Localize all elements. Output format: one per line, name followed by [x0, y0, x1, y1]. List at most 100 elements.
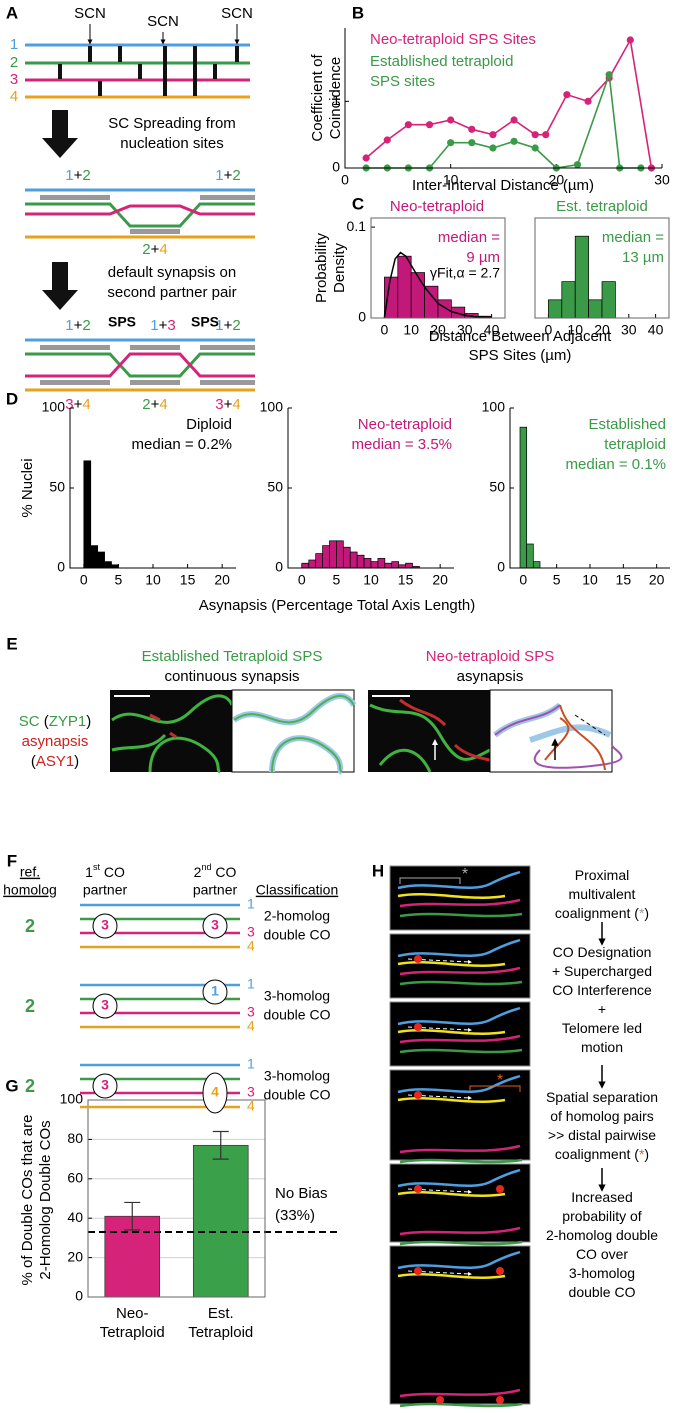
step-text: 2-homolog double [546, 1227, 658, 1243]
label-part: + Supercharged [552, 963, 652, 979]
label-part: ZYP1 [49, 713, 87, 730]
label-part: + [151, 396, 160, 413]
axes-box [87, 1099, 266, 1298]
chromosome [397, 893, 506, 899]
annotation: Neo-tetraploid [358, 416, 452, 433]
co-circle [202, 913, 228, 939]
reference-label: No Bias [275, 1185, 328, 1202]
panel-label: G [5, 1076, 18, 1095]
label-part: + [159, 317, 168, 334]
step-text: CO over [576, 1246, 628, 1262]
step-text: + [598, 1001, 606, 1017]
homolog-label: 4 [247, 1018, 255, 1034]
co-site [414, 1023, 422, 1031]
chromosome [397, 1273, 506, 1279]
label-part: >> distal pairwise [548, 1127, 656, 1143]
bracket [399, 877, 461, 884]
step-text: >> distal pairwise [548, 1127, 656, 1143]
classification: 2-homolog [264, 908, 330, 924]
chart-title: Neo-tetraploid [390, 198, 484, 215]
x-tick-label: 15 [398, 572, 414, 588]
label-part: 1 [215, 167, 223, 184]
bar [329, 540, 337, 569]
label-part: 3-homolog [569, 1265, 635, 1281]
homolog-label: 4 [10, 88, 18, 105]
y-tick-label: 50 [267, 479, 283, 495]
label-part: 2-homolog double [546, 1227, 658, 1243]
panel-label: C [352, 194, 364, 213]
x-axis-label: Asynapsis (Percentage Total Axis Length) [199, 597, 476, 614]
legend-entry: SC (ZYP1) [19, 713, 92, 730]
y-tick-label: 1 [332, 92, 340, 108]
y-tick-label: 100 [260, 399, 284, 415]
co-site [414, 955, 422, 963]
scn-label: SCN [221, 5, 253, 22]
label-part: SC [19, 713, 40, 730]
y-tick-label: 80 [67, 1130, 83, 1146]
x-tick-label: 0 [519, 572, 527, 588]
bar [315, 553, 323, 569]
label-part: coalignment ( [555, 905, 639, 921]
co-site [414, 1185, 422, 1193]
panel-label: D [6, 389, 18, 408]
label-part: ASY1 [36, 753, 74, 770]
label-part: + [74, 396, 83, 413]
bar [349, 551, 358, 569]
x-tick-label: 10 [363, 572, 379, 588]
pair-label: 3+4 [65, 396, 90, 413]
bar [588, 299, 603, 319]
bar [370, 561, 379, 569]
y-axis-label: Probability [313, 232, 330, 303]
point [489, 144, 497, 152]
image-panel [389, 1245, 531, 1405]
point [468, 139, 476, 147]
x-tick-label: 20 [594, 322, 610, 338]
bar [301, 562, 310, 569]
label-part: CO over [576, 1246, 628, 1262]
bar [336, 540, 344, 569]
step-text: coalignment (*) [555, 1146, 649, 1162]
label-part: ) [74, 753, 79, 770]
homolog-label: 4 [247, 938, 255, 954]
point [383, 136, 391, 144]
co-circle [92, 1073, 118, 1099]
label-part: * [639, 1146, 645, 1162]
scn-label: SCN [147, 13, 179, 30]
x-tick-label: 30 [457, 322, 473, 338]
co-circle [92, 993, 118, 1019]
label-part: ) [644, 905, 649, 921]
point [468, 125, 476, 133]
label-part: + [74, 317, 83, 334]
column-header: partner [83, 882, 128, 898]
y-tick-label: 100 [60, 1091, 84, 1107]
bar [519, 426, 528, 569]
label-part: + [224, 396, 233, 413]
y-axis-label: % Nuclei [19, 458, 36, 517]
label-part: 2 [142, 241, 150, 258]
axes [344, 28, 662, 169]
label-part: 2 [142, 396, 150, 413]
x-tick-label: Tetraploid [100, 1324, 165, 1341]
x-tick-label: 10 [582, 572, 598, 588]
bar [384, 276, 399, 319]
step-text: double CO [569, 1284, 636, 1300]
label-part: ( [40, 713, 49, 730]
x-tick-label: Tetraploid [188, 1324, 253, 1341]
annotation: 13 µm [622, 249, 664, 266]
error-bar [212, 1130, 229, 1160]
panel-label: F [7, 851, 17, 870]
ref-homolog: 2 [25, 916, 35, 936]
x-tick-label: 10 [567, 322, 583, 338]
chromosome [399, 912, 523, 918]
bar [104, 561, 112, 569]
fit-curve [383, 251, 492, 319]
y-tick-label: 0 [332, 159, 340, 175]
homolog-label: 4 [247, 1098, 255, 1114]
annotation: median = 3.5% [352, 436, 452, 453]
legend-entry: Established tetraploid [370, 53, 513, 70]
x-tick-label: 20 [430, 322, 446, 338]
x-tick-label: 20 [649, 572, 665, 588]
step-text: Telomere led [562, 1020, 642, 1036]
panel-e-images [110, 689, 623, 775]
